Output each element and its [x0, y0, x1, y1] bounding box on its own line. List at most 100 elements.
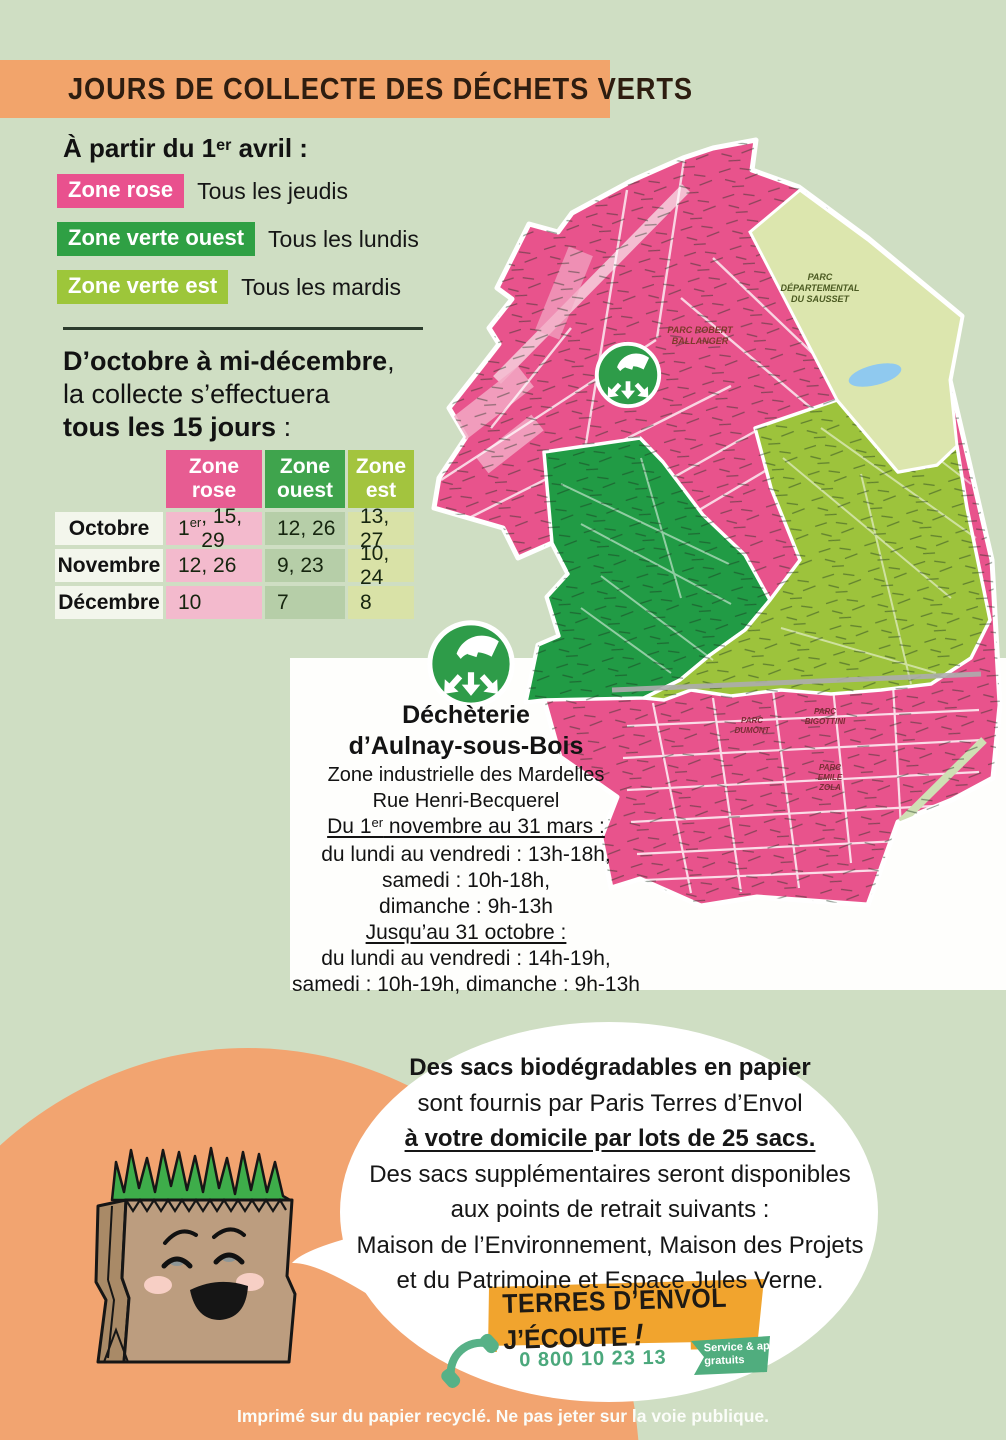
- city-zones-map: PARC DÉPARTEMENTAL DU SAUSSET PARC ROBER…: [421, 137, 1003, 908]
- cell-decembre-rose: 10: [166, 586, 262, 619]
- header-bar: [0, 60, 610, 118]
- phone-icon: [441, 1333, 499, 1388]
- intro-post: avril :: [231, 133, 308, 163]
- free-call-flag: [691, 1336, 770, 1375]
- intro-sup: er: [216, 135, 232, 154]
- label-parc-zola: PARC: [819, 763, 841, 772]
- period1-post: novembre au 31 mars :: [383, 815, 605, 838]
- label-parc-zola: EMILE: [818, 773, 843, 782]
- dechetterie-hours: du lundi au vendredi : 13h-18h,: [321, 843, 611, 866]
- zone-verte-ouest-badge: Zone verte ouest: [57, 222, 256, 256]
- label-parc-dumont: DUMONT: [734, 726, 770, 735]
- row-header-novembre: Novembre: [55, 549, 163, 582]
- bags-info-line: Des sacs supplémentaires seront disponib…: [369, 1160, 851, 1188]
- map-parc-sausset-area: [748, 188, 964, 474]
- dechetterie-address1: Zone industrielle des Mardelles: [327, 764, 605, 786]
- cell-sup: er: [189, 515, 202, 531]
- bags-info-text: Des sacs biodégradables en papier sont f…: [345, 1050, 875, 1299]
- col-header-zone-ouest: Zone ouest: [265, 450, 345, 508]
- zone-verte-ouest-row: Zone verte ouest Tous les lundis: [57, 222, 419, 256]
- phone-number-bar: [496, 1342, 692, 1379]
- winter-line3-bold: tous les 15 jours: [63, 412, 277, 442]
- period1-pre: Du 1: [327, 815, 372, 838]
- dechetterie-title2: d’Aulnay-sous-Bois: [348, 732, 584, 760]
- winter-intro: D’octobre à mi-décembre, la collecte s’e…: [63, 345, 395, 444]
- label-parc-sausset: DÉPARTEMENTAL: [780, 283, 859, 293]
- label-parc-dumont: PARC: [741, 716, 763, 725]
- label-parc-sausset: PARC: [808, 272, 833, 282]
- zone-verte-est-badge: Zone verte est: [57, 270, 229, 304]
- cell-octobre-rose: 1 er, 15, 29: [166, 505, 262, 552]
- dechetterie-hours: samedi : 10h-18h,: [381, 869, 551, 892]
- zone-verte-est-row: Zone verte est Tous les mardis: [57, 270, 401, 304]
- row-header-decembre: Décembre: [55, 586, 163, 619]
- cell-novembre-ouest: 9, 23: [265, 549, 345, 582]
- bags-info-line: à votre domicile par lots de 25 sacs.: [404, 1125, 816, 1152]
- mouth: [190, 1281, 248, 1320]
- col-header-zone-rose: Zone rose: [166, 450, 262, 508]
- col-header-text: Zone: [355, 455, 407, 478]
- cell-octobre-est: 13, 27: [348, 505, 414, 552]
- col-header-text: rose: [191, 479, 237, 502]
- label-parc-bigottini: PARC: [814, 707, 836, 716]
- label-parc-ballanger: BALLANGER: [672, 336, 729, 346]
- zone-verte-ouest-day: Tous les lundis: [268, 225, 419, 252]
- page-title: JOURS DE COLLECTE DES DÉCHETS VERTS: [68, 71, 693, 106]
- zone-rose-day: Tous les jeudis: [197, 177, 348, 204]
- label-parc-bigottini: BIGOTTINI: [805, 717, 846, 726]
- bags-info-line: Maison de l’Environnement, Maison des Pr…: [356, 1231, 864, 1259]
- intro-pre: À partir du 1: [63, 133, 217, 163]
- dechetterie-map-icon: [597, 344, 659, 406]
- bags-info-line: Des sacs biodégradables en papier: [409, 1054, 811, 1081]
- zone-verte-est-day: Tous les mardis: [241, 273, 401, 300]
- bags-info-line: et du Patrimoine et Espace Jules Verne.: [396, 1267, 824, 1294]
- cell-decembre-est: 8: [348, 586, 414, 619]
- intro-line: À partir du 1er avril :: [63, 133, 308, 164]
- dechetterie-details: Déchèterie d’Aulnay-sous-Bois Zone indus…: [286, 700, 646, 998]
- cell-decembre-ouest: 7: [265, 586, 345, 619]
- zone-rose-badge: Zone rose: [57, 174, 185, 208]
- col-header-zone-est: Zone est: [348, 450, 414, 508]
- dechetterie-address2: Rue Henri-Becquerel: [372, 790, 560, 812]
- label-parc-ballanger: PARC ROBERT: [667, 325, 734, 335]
- dechetterie-period2-title: Jusqu’au 31 octobre :: [365, 921, 567, 944]
- divider-line: [63, 327, 423, 330]
- cell-octobre-ouest: 12, 26: [265, 512, 345, 545]
- zone-rose-row: Zone rose Tous les jeudis: [57, 174, 348, 208]
- col-header-text: est: [365, 479, 397, 502]
- cheek: [144, 1276, 172, 1294]
- winter-line1-bold: D’octobre à mi-décembre: [63, 346, 388, 376]
- paper-bag-mascot: [94, 1146, 297, 1364]
- dechetterie-hours: du lundi au vendredi : 14h-19h,: [321, 947, 611, 970]
- cell-text: 1: [178, 516, 190, 540]
- dechetterie-hours: dimanche : 9h-13h: [379, 895, 553, 918]
- dechetterie-period1-title: Du 1er novembre au 31 mars :: [286, 814, 646, 842]
- map-lake: [848, 363, 902, 387]
- col-header-text: Zone: [188, 455, 240, 478]
- map-boulevard: [611, 671, 982, 693]
- dechetterie-title: Déchèterie: [402, 701, 530, 729]
- footer-notice: Imprimé sur du papier recyclé. Ne pas je…: [237, 1406, 769, 1426]
- dechetterie-hours: samedi : 10h-19h, dimanche : 9h-13h: [292, 973, 640, 996]
- cell-novembre-rose: 12, 26: [166, 549, 262, 582]
- hotline-phone-number: 0 800 10 23 13: [519, 1346, 667, 1372]
- row-header-octobre: Octobre: [55, 512, 163, 545]
- winter-line2: la collecte s’effectuera: [63, 379, 330, 409]
- winter-line1-rest: ,: [387, 346, 395, 376]
- label-parc-zola: ZOLA: [818, 783, 841, 792]
- dechetterie-box-icon: [430, 623, 512, 705]
- cell-text: , 15, 29: [201, 504, 243, 552]
- label-parc-sausset: DU SAUSSET: [791, 294, 851, 304]
- period1-sup: er: [371, 815, 384, 831]
- bags-info-line: sont fournis par Paris Terres d’Envol: [417, 1089, 803, 1117]
- free-call-label: Service & appel gratuits: [704, 1340, 787, 1369]
- winter-line3-rest: :: [276, 412, 292, 442]
- cell-novembre-est: 10, 24: [348, 542, 414, 589]
- bottom-illustration: [0, 1022, 878, 1440]
- grass-icon: [110, 1146, 292, 1202]
- col-header-text: Zone: [279, 455, 331, 478]
- col-header-text: ouest: [276, 479, 333, 502]
- table-corner: [55, 450, 163, 508]
